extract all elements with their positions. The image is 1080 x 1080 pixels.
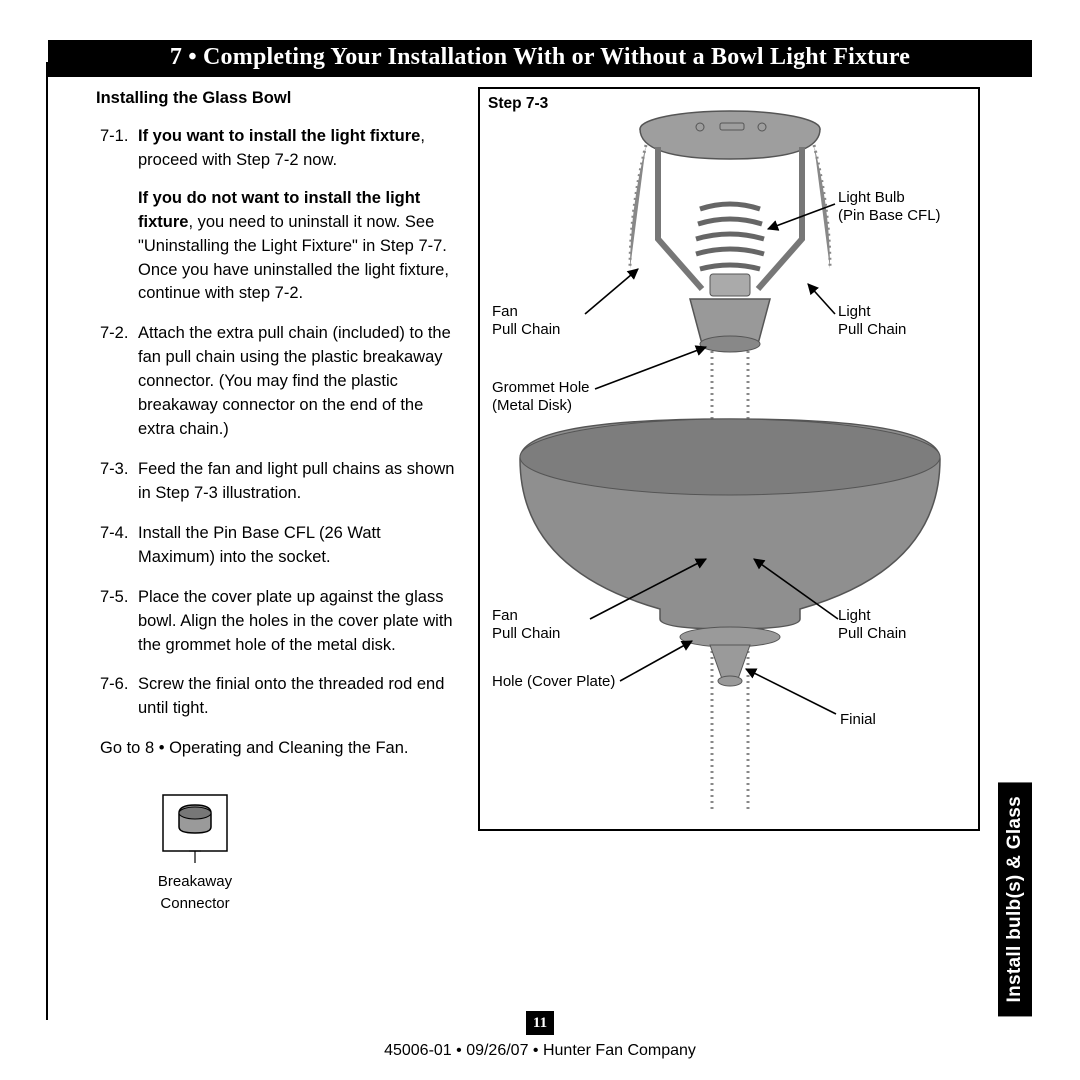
step-num: 7-1.	[100, 125, 138, 306]
step-body: If you want to install the light fixture…	[138, 125, 458, 306]
breakaway-connector-figure: Breakaway Connector	[130, 791, 260, 915]
step-7-3: 7-3. Feed the fan and light pull chains …	[100, 458, 458, 506]
goto-line: Go to 8 • Operating and Cleaning the Fan…	[100, 737, 458, 761]
step-num: 7-5.	[100, 586, 138, 658]
footer: 45006-01 • 09/26/07 • Hunter Fan Company	[0, 1042, 1080, 1060]
section-title: 7 • Completing Your Installation With or…	[48, 40, 1032, 77]
label-fan-chain-lower: Fan Pull Chain	[492, 607, 560, 643]
step-body: Place the cover plate up against the gla…	[138, 586, 458, 658]
step-num: 7-2.	[100, 322, 138, 442]
label-cover-hole: Hole (Cover Plate)	[492, 673, 615, 691]
step-body: Install the Pin Base CFL (26 Watt Maximu…	[138, 522, 458, 570]
instructions-column: Installing the Glass Bowl 7-1. If you wa…	[48, 87, 458, 915]
step-num: 7-4.	[100, 522, 138, 570]
page-number: 11	[526, 1011, 554, 1035]
figure-column: Step 7-3	[478, 87, 1032, 915]
label-light-chain-upper: Light Pull Chain	[838, 303, 906, 339]
step-body: Screw the finial onto the threaded rod e…	[138, 673, 458, 721]
step-7-4: 7-4. Install the Pin Base CFL (26 Watt M…	[100, 522, 458, 570]
step-num: 7-6.	[100, 673, 138, 721]
label-grommet: Grommet Hole (Metal Disk)	[492, 379, 590, 415]
label-finial: Finial	[840, 711, 876, 729]
label-fan-chain-upper: Fan Pull Chain	[492, 303, 560, 339]
label-light-chain-lower: Light Pull Chain	[838, 607, 906, 643]
step-num: 7-3.	[100, 458, 138, 506]
step-body: Feed the fan and light pull chains as sh…	[138, 458, 458, 506]
step-7-6: 7-6. Screw the finial onto the threaded …	[100, 673, 458, 721]
left-rule	[46, 62, 48, 1020]
step-7-3-figure: Step 7-3	[478, 87, 980, 831]
label-light-bulb: Light Bulb (Pin Base CFL)	[838, 189, 941, 225]
step-body: Attach the extra pull chain (included) t…	[138, 322, 458, 442]
step-7-2: 7-2. Attach the extra pull chain (includ…	[100, 322, 458, 442]
connector-label: Breakaway Connector	[130, 871, 260, 915]
step-7-1: 7-1. If you want to install the light fi…	[100, 125, 458, 306]
content-row: Installing the Glass Bowl 7-1. If you wa…	[48, 87, 1032, 915]
side-tab: Install bulb(s) & Glass	[998, 782, 1032, 1016]
sub-heading: Installing the Glass Bowl	[96, 87, 458, 111]
connector-icon	[155, 791, 235, 871]
step-7-5: 7-5. Place the cover plate up against th…	[100, 586, 458, 658]
